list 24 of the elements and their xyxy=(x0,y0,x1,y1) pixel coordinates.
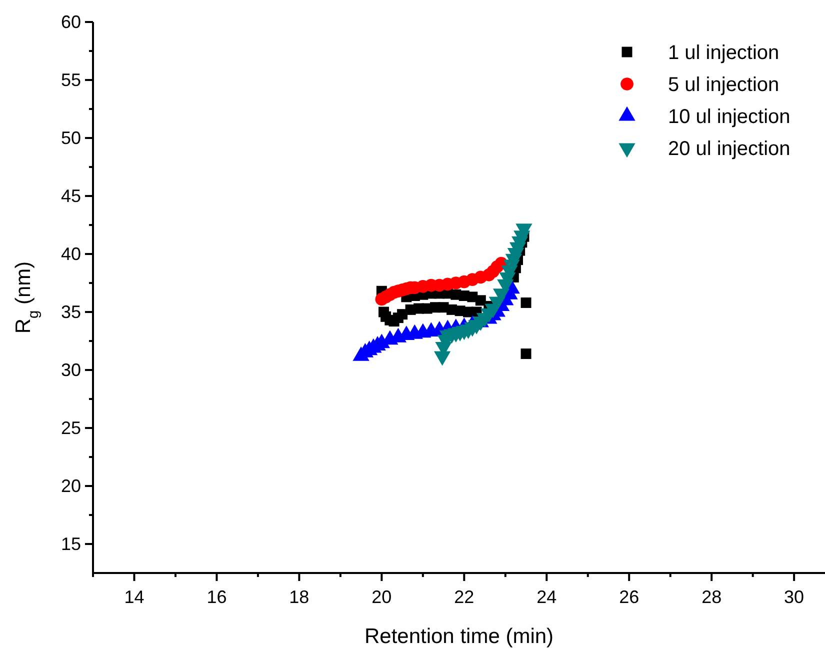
x-axis-title: Retention time (min) xyxy=(364,625,554,648)
y-tick-label: 25 xyxy=(60,418,81,438)
x-tick-label: 24 xyxy=(536,587,557,607)
legend-label: 1 ul injection xyxy=(668,42,780,64)
y-tick-label: 20 xyxy=(60,476,81,496)
x-tick-label: 14 xyxy=(124,587,144,607)
y-tick-label: 40 xyxy=(60,244,81,264)
y-tick-label: 15 xyxy=(60,534,81,554)
legend-label: 20 ul injection xyxy=(668,138,790,160)
x-tick-label: 26 xyxy=(619,587,640,607)
y-tick-label: 55 xyxy=(60,70,81,90)
x-tick-label: 16 xyxy=(206,587,227,607)
y-tick-label: 35 xyxy=(60,302,81,322)
y-tick-label: 30 xyxy=(60,360,81,380)
y-tick-label: 50 xyxy=(60,128,81,148)
y-tick-label: 45 xyxy=(60,186,81,206)
x-tick-label: 30 xyxy=(784,587,804,607)
x-tick-label: 20 xyxy=(372,587,392,607)
y-tick-label: 60 xyxy=(60,12,81,32)
x-tick-label: 18 xyxy=(289,587,310,607)
x-tick-label: 22 xyxy=(454,587,474,607)
legend-label: 10 ul injection xyxy=(668,106,790,128)
x-tick-label: 28 xyxy=(702,587,722,607)
legend-label: 5 ul injection xyxy=(668,74,780,96)
